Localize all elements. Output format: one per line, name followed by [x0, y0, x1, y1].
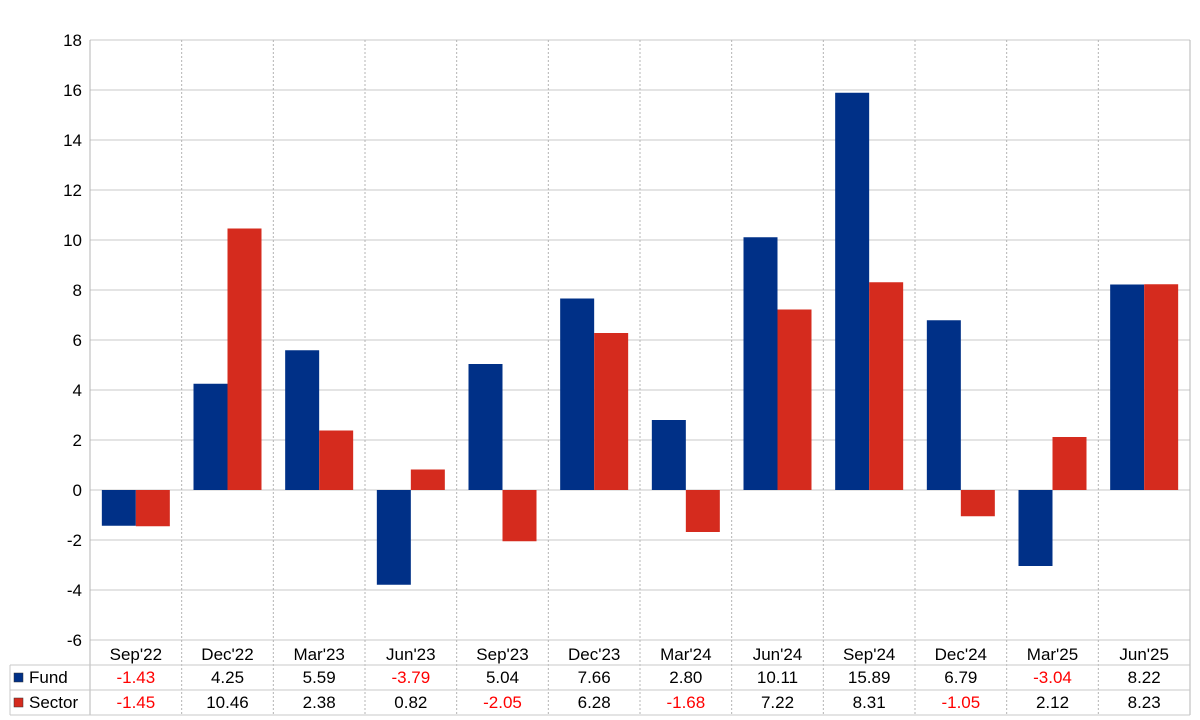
table-cell-fund: 6.79: [944, 668, 977, 687]
bar-sector[interactable]: [319, 430, 354, 491]
bar-sector[interactable]: [869, 282, 904, 490]
table-cell-sector: -2.05: [483, 693, 522, 712]
y-tick-label: 14: [63, 131, 82, 150]
table-cell-fund: 7.66: [578, 668, 611, 687]
table-cell-sector: -1.68: [666, 693, 705, 712]
y-tick-label: -2: [67, 531, 82, 550]
table-cell-sector: 8.31: [853, 693, 886, 712]
table-cell-sector: 8.23: [1128, 693, 1161, 712]
bar-fund[interactable]: [743, 237, 778, 490]
bar-fund[interactable]: [285, 350, 320, 490]
y-tick-label: 10: [63, 231, 82, 250]
table-cell-fund: 15.89: [848, 668, 891, 687]
table-cell-sector: 10.46: [206, 693, 249, 712]
bar-fund[interactable]: [1018, 490, 1053, 566]
table-cell-fund: 5.04: [486, 668, 519, 687]
x-category-label: Sep'24: [843, 645, 895, 664]
table-cell-fund: -1.43: [116, 668, 155, 687]
table-cell-sector: 6.28: [578, 693, 611, 712]
bar-fund[interactable]: [560, 298, 595, 491]
x-category-label: Jun'24: [753, 645, 803, 664]
bar-sector[interactable]: [685, 490, 720, 532]
x-category-label: Dec'24: [935, 645, 987, 664]
bar-sector[interactable]: [135, 490, 170, 527]
bar-fund[interactable]: [926, 320, 961, 490]
y-tick-label: 0: [73, 481, 82, 500]
y-tick-label: 8: [73, 281, 82, 300]
bar-sector[interactable]: [410, 469, 445, 491]
bar-fund[interactable]: [468, 364, 503, 490]
x-category-label: Dec'22: [201, 645, 253, 664]
table-cell-fund: 10.11: [757, 668, 798, 687]
table-cell-sector: 0.82: [394, 693, 427, 712]
y-tick-label: 16: [63, 81, 82, 100]
x-category-label: Jun'25: [1119, 645, 1169, 664]
table-cell-fund: -3.79: [391, 668, 430, 687]
bar-fund[interactable]: [1110, 284, 1145, 491]
table-cell-sector: -1.45: [116, 693, 155, 712]
bar-fund[interactable]: [651, 420, 686, 490]
table-cell-fund: -3.04: [1033, 668, 1072, 687]
x-category-label: Jun'23: [386, 645, 436, 664]
bar-fund[interactable]: [376, 490, 411, 585]
legend-label-fund: Fund: [29, 668, 68, 687]
bar-sector[interactable]: [1052, 437, 1087, 490]
table-cell-fund: 5.59: [303, 668, 336, 687]
table-cell-fund: 4.25: [211, 668, 244, 687]
bar-fund[interactable]: [101, 490, 136, 526]
y-tick-label: 2: [73, 431, 82, 450]
x-category-label: Mar'24: [660, 645, 711, 664]
bar-sector[interactable]: [594, 333, 629, 490]
x-category-label: Sep'23: [476, 645, 528, 664]
bar-sector[interactable]: [1144, 284, 1179, 490]
legend-swatch-fund: [13, 672, 24, 683]
x-category-label: Mar'25: [1027, 645, 1078, 664]
y-tick-label: 4: [73, 381, 82, 400]
bar-sector[interactable]: [502, 490, 537, 542]
x-category-label: Mar'23: [293, 645, 344, 664]
table-cell-fund: 2.80: [669, 668, 702, 687]
y-tick-label: 6: [73, 331, 82, 350]
x-category-label: Sep'22: [110, 645, 162, 664]
bar-sector[interactable]: [777, 309, 812, 491]
bar-sector[interactable]: [960, 490, 995, 517]
y-tick-label: 18: [63, 31, 82, 50]
table-cell-fund: 8.22: [1128, 668, 1161, 687]
bar-fund[interactable]: [835, 92, 870, 490]
x-category-label: Dec'23: [568, 645, 620, 664]
legend-label-sector: Sector: [29, 693, 78, 712]
table-cell-sector: -1.05: [941, 693, 980, 712]
y-tick-label: 12: [63, 181, 82, 200]
y-tick-label: -4: [67, 581, 82, 600]
table-cell-sector: 2.38: [303, 693, 336, 712]
bar-sector[interactable]: [227, 228, 262, 491]
table-cell-sector: 2.12: [1036, 693, 1069, 712]
y-tick-label: -6: [67, 631, 82, 650]
legend-swatch-sector: [13, 697, 24, 708]
table-cell-sector: 7.22: [761, 693, 794, 712]
bar-fund[interactable]: [193, 383, 228, 490]
